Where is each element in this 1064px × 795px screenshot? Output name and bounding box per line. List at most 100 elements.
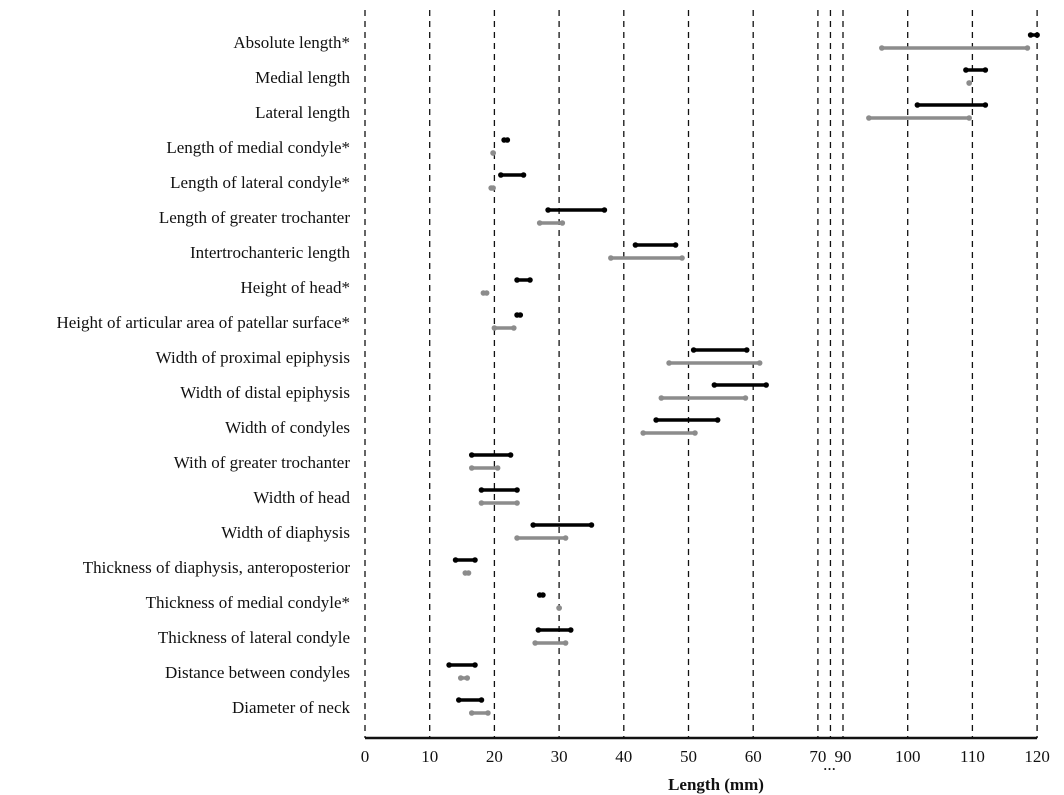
category-label: Width of diaphysis [221,523,350,542]
range-endpoint [514,487,520,493]
x-tick-label: 30 [551,747,568,766]
x-tick-label: 40 [615,747,632,766]
axis-break-symbol: ... [823,755,836,774]
range-endpoint [601,207,608,213]
range-endpoint [559,220,566,226]
range-endpoint [690,347,697,353]
category-label: Width of proximal epiphysis [156,348,350,367]
range-endpoint [485,710,491,716]
range-endpoint [692,430,698,436]
range-endpoint [472,662,478,668]
range-endpoint [468,465,475,471]
range-endpoint [556,605,562,611]
range-endpoint [532,640,538,646]
range-endpoint [672,242,679,248]
range-endpoint [514,500,520,506]
category-label: Diameter of neck [232,698,350,717]
range-endpoint [562,640,569,646]
range-endpoint [465,570,472,576]
category-label: Distance between condyles [165,663,350,682]
x-tick-label: 0 [361,747,370,766]
category-label: Intertrochanteric length [190,243,351,262]
range-endpoint [1034,32,1040,38]
range-endpoint [982,102,989,108]
range-endpoint [1024,45,1031,51]
category-label: Width of distal epiphysis [180,383,350,402]
range-endpoint [966,115,972,121]
x-tick-label: 20 [486,747,503,766]
range-endpoint [743,347,750,353]
range-endpoint [742,395,749,401]
range-endpoint [472,557,478,563]
x-tick-label: 110 [960,747,985,766]
x-tick-label: 70 [809,747,826,766]
category-label: Length of greater trochanter [159,208,350,227]
range-endpoint [562,535,569,541]
category-label: Height of head* [240,278,350,297]
range-endpoint [464,675,471,681]
category-label: Thickness of lateral condyle [158,628,350,647]
range-endpoint [653,417,659,423]
range-endpoint [446,662,452,668]
category-label: Width of condyles [225,418,350,437]
range-endpoint [567,627,574,633]
range-endpoint [520,172,527,178]
range-endpoint [540,592,546,598]
range-endpoint [491,325,498,331]
range-endpoint [457,675,464,681]
range-endpoint [714,417,721,423]
range-endpoint [536,220,543,226]
category-label: Height of articular area of patellar sur… [56,313,350,332]
range-endpoint [490,185,496,191]
category-label: With of greater trochanter [174,453,351,472]
range-endpoint [507,452,514,458]
range-endpoint [478,697,485,703]
range-endpoint [483,290,490,296]
category-label: Absolute length* [233,33,350,52]
category-label: Lateral length [255,103,350,122]
range-endpoint [527,277,533,283]
range-endpoint [588,522,595,528]
x-tick-label: 90 [835,747,852,766]
range-endpoint [452,557,459,563]
range-endpoint [982,67,989,73]
range-endpoint [511,325,517,331]
x-tick-label: 10 [421,747,438,766]
category-label: Thickness of diaphysis, anteroposterior [83,558,351,577]
range-endpoint [666,360,672,366]
range-endpoint [498,172,504,178]
range-endpoint [914,102,921,108]
category-label: Medial length [255,68,350,87]
range-endpoint [514,535,520,541]
range-endpoint [966,80,972,86]
x-tick-label: 60 [745,747,762,766]
range-endpoint [679,255,685,261]
range-endpoint [640,430,647,436]
x-tick-label: 50 [680,747,697,766]
x-axis-label: Length (mm) [668,775,764,794]
range-endpoint [879,45,885,51]
range-endpoint [756,360,763,366]
range-endpoint [468,710,475,716]
grid-lines [364,10,1038,738]
range-endpoint [478,487,485,493]
range-endpoint [763,382,769,388]
range-endpoint [658,395,665,401]
range-bars [446,32,1040,716]
range-endpoint [545,207,551,213]
category-label: Thickness of medial condyle* [146,593,350,612]
category-label: Length of lateral condyle* [170,173,350,192]
range-endpoint [608,255,614,261]
range-endpoint [632,242,639,248]
category-label: Length of medial condyle* [166,138,350,157]
range-endpoint [517,312,524,318]
range-endpoint [478,500,485,506]
category-labels: Absolute length* Medial length Lateral len… [56,33,350,717]
range-endpoint [530,522,537,528]
range-endpoint [494,465,501,471]
x-tick-label: 100 [895,747,921,766]
category-label: Width of head [253,488,350,507]
range-endpoint [514,277,520,283]
x-axis: 0 10 20 30 40 50 60 70 90 100 110 120... [361,736,1050,774]
